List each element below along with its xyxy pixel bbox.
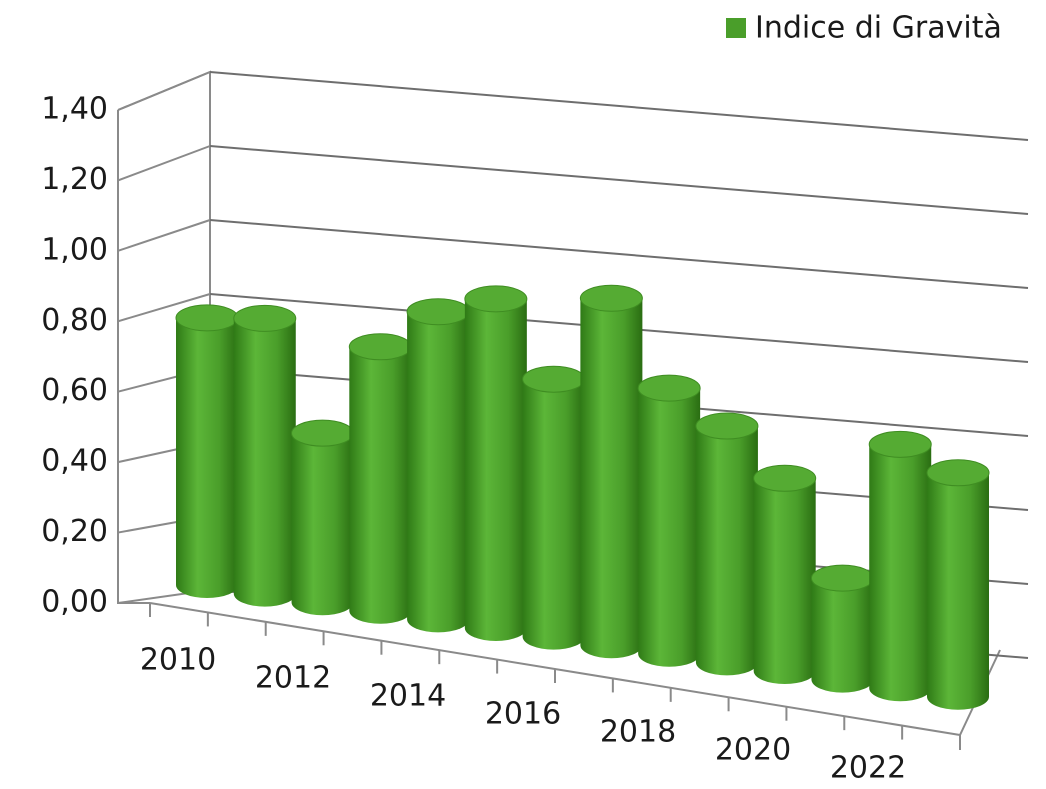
bar-top xyxy=(348,333,412,361)
bar-top xyxy=(175,304,239,332)
bar-body xyxy=(291,433,354,616)
bar xyxy=(406,298,470,633)
grid-line xyxy=(117,219,211,252)
bar-top xyxy=(522,365,586,393)
x-tick-label: 2018 xyxy=(600,715,676,750)
bar-body xyxy=(927,472,989,710)
bar-body xyxy=(522,379,585,650)
bar-top xyxy=(868,430,932,458)
x-tick-label: 2020 xyxy=(715,733,791,768)
bar-top xyxy=(233,304,297,332)
bar-body xyxy=(753,478,816,684)
y-tick-label: 0,00 xyxy=(41,585,108,620)
bar-top xyxy=(637,374,701,402)
bar-top xyxy=(464,285,528,313)
y-tick-label: 1,00 xyxy=(41,232,108,267)
y-tick-label: 1,20 xyxy=(41,162,108,197)
y-tick-label: 0,20 xyxy=(41,514,108,549)
bar xyxy=(233,304,297,607)
grid-line xyxy=(209,71,1029,141)
bar-top xyxy=(753,464,817,492)
bar-body xyxy=(464,298,527,641)
y-tick-label: 1,40 xyxy=(41,92,108,127)
bar-body xyxy=(638,388,701,667)
bar xyxy=(868,430,932,702)
grid-line xyxy=(117,71,211,111)
x-tick-label: 2022 xyxy=(830,751,906,786)
bar xyxy=(695,412,759,676)
bar xyxy=(926,459,990,710)
bar xyxy=(753,464,817,684)
bar xyxy=(522,365,586,650)
bar-top xyxy=(810,564,874,592)
legend-swatch xyxy=(726,18,746,38)
bar-top xyxy=(695,412,759,440)
bar xyxy=(464,285,528,641)
legend-label: Indice di Gravità xyxy=(755,11,1002,46)
x-tick-label: 2016 xyxy=(485,697,561,732)
bar xyxy=(579,284,643,659)
y-tick-label: 0,40 xyxy=(41,444,108,479)
bar-body xyxy=(811,578,874,693)
grid-line xyxy=(209,219,1029,289)
grid-line xyxy=(117,145,211,182)
bar-body xyxy=(233,318,296,607)
bar-top xyxy=(406,298,470,326)
bar xyxy=(637,374,701,667)
y-tick-label: 0,80 xyxy=(41,303,108,338)
bar-top xyxy=(579,284,643,312)
x-tick-label: 2014 xyxy=(370,679,446,714)
y-tick-label: 0,60 xyxy=(41,373,108,408)
bar xyxy=(291,419,355,616)
bar xyxy=(175,304,239,598)
x-tick-label: 2010 xyxy=(140,643,216,678)
bar-top xyxy=(926,459,990,487)
bar xyxy=(348,333,412,624)
bar-body xyxy=(176,317,238,598)
bar-top xyxy=(291,419,355,447)
bar-body xyxy=(407,311,470,633)
bar xyxy=(810,564,874,693)
bar-body xyxy=(349,346,412,624)
bar-body xyxy=(580,298,643,659)
grid-line xyxy=(209,145,1029,215)
bar-body xyxy=(869,444,932,702)
x-tick-label: 2012 xyxy=(255,661,331,696)
bar-body xyxy=(695,426,758,676)
grid-line xyxy=(117,293,211,323)
